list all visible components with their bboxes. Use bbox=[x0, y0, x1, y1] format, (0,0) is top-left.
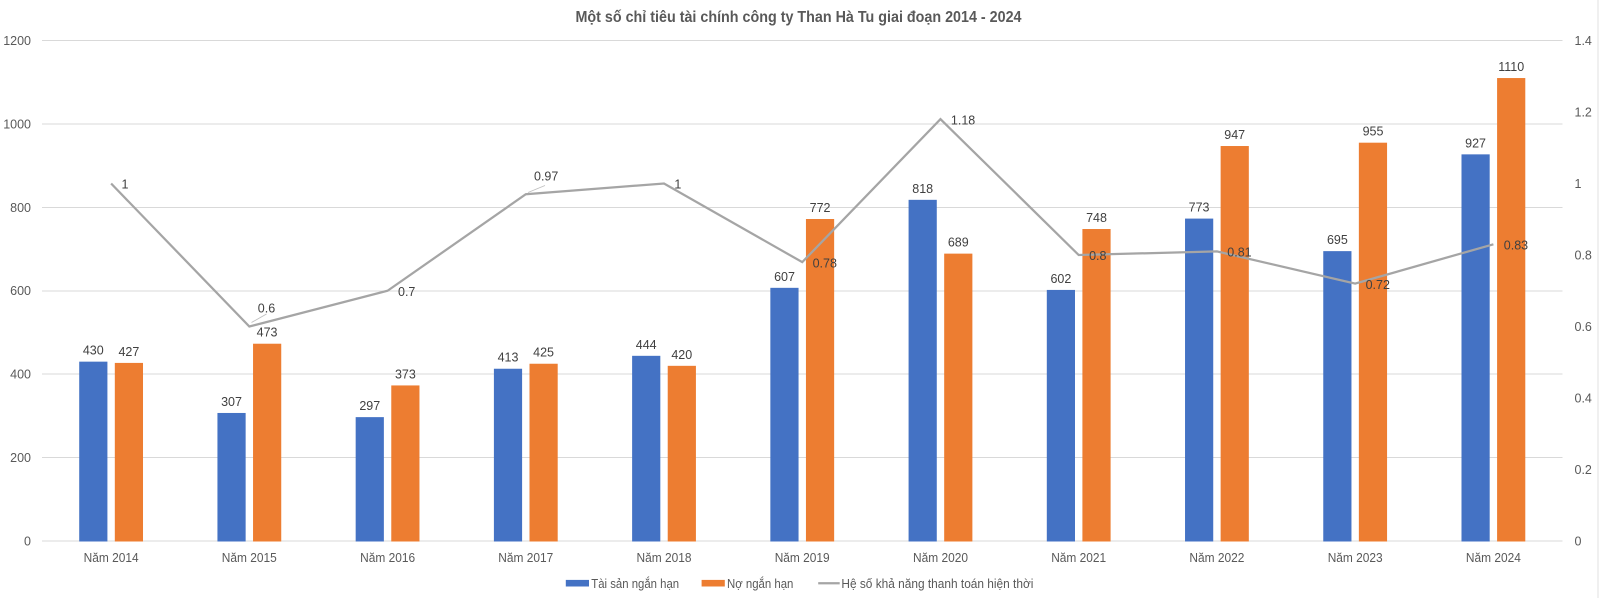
svg-text:307: 307 bbox=[221, 395, 242, 409]
svg-text:0.8: 0.8 bbox=[1089, 249, 1106, 263]
svg-text:1110: 1110 bbox=[1498, 60, 1524, 74]
svg-text:695: 695 bbox=[1327, 233, 1348, 247]
svg-text:425: 425 bbox=[533, 346, 554, 360]
svg-text:473: 473 bbox=[257, 326, 278, 340]
svg-text:Tài sản ngắn hạn: Tài sản ngắn hạn bbox=[591, 576, 679, 591]
svg-text:748: 748 bbox=[1086, 211, 1107, 225]
svg-text:689: 689 bbox=[948, 236, 969, 250]
svg-text:1: 1 bbox=[1575, 177, 1582, 191]
svg-text:0.78: 0.78 bbox=[813, 256, 837, 270]
svg-text:420: 420 bbox=[671, 348, 692, 362]
svg-text:1.4: 1.4 bbox=[1575, 34, 1592, 48]
svg-text:955: 955 bbox=[1363, 125, 1384, 139]
svg-text:Năm 2024: Năm 2024 bbox=[1466, 551, 1521, 565]
svg-text:Nợ ngắn hạn: Nợ ngắn hạn bbox=[727, 576, 793, 591]
svg-text:1.2: 1.2 bbox=[1575, 106, 1592, 120]
svg-text:0.4: 0.4 bbox=[1575, 392, 1592, 406]
svg-text:Năm 2021: Năm 2021 bbox=[1051, 551, 1106, 565]
svg-text:297: 297 bbox=[359, 399, 380, 413]
svg-text:0.8: 0.8 bbox=[1575, 249, 1592, 263]
svg-text:0: 0 bbox=[24, 535, 31, 549]
svg-text:0.7: 0.7 bbox=[398, 285, 415, 299]
svg-text:430: 430 bbox=[83, 344, 104, 358]
svg-text:0.72: 0.72 bbox=[1366, 278, 1390, 292]
svg-text:Năm 2019: Năm 2019 bbox=[775, 551, 830, 565]
svg-text:Hệ số khả năng thanh toán hiện: Hệ số khả năng thanh toán hiện thời bbox=[841, 577, 1033, 591]
svg-text:947: 947 bbox=[1224, 128, 1245, 142]
svg-text:800: 800 bbox=[10, 201, 31, 215]
svg-text:0.6: 0.6 bbox=[258, 302, 275, 316]
svg-text:Năm 2016: Năm 2016 bbox=[360, 551, 415, 565]
svg-text:0.6: 0.6 bbox=[1575, 320, 1592, 334]
svg-text:400: 400 bbox=[10, 368, 31, 382]
svg-text:927: 927 bbox=[1465, 136, 1486, 150]
svg-text:607: 607 bbox=[774, 270, 795, 284]
svg-text:373: 373 bbox=[395, 367, 416, 381]
svg-text:200: 200 bbox=[10, 451, 31, 465]
svg-text:444: 444 bbox=[636, 338, 657, 352]
svg-text:0: 0 bbox=[1575, 535, 1582, 549]
svg-text:Năm 2014: Năm 2014 bbox=[84, 551, 139, 565]
svg-text:0.83: 0.83 bbox=[1504, 239, 1528, 253]
svg-text:427: 427 bbox=[118, 345, 139, 359]
svg-text:1200: 1200 bbox=[3, 34, 31, 48]
svg-text:0.81: 0.81 bbox=[1227, 246, 1251, 260]
svg-text:Năm 2020: Năm 2020 bbox=[913, 551, 968, 565]
svg-text:Năm 2015: Năm 2015 bbox=[222, 551, 277, 565]
svg-text:1000: 1000 bbox=[3, 117, 31, 131]
svg-text:Năm 2017: Năm 2017 bbox=[498, 551, 553, 565]
svg-text:Năm 2023: Năm 2023 bbox=[1328, 551, 1383, 565]
svg-text:773: 773 bbox=[1189, 201, 1210, 215]
svg-text:413: 413 bbox=[498, 351, 519, 365]
svg-text:1: 1 bbox=[674, 178, 681, 192]
svg-text:602: 602 bbox=[1050, 272, 1071, 286]
svg-text:0.97: 0.97 bbox=[534, 170, 558, 184]
svg-text:1.18: 1.18 bbox=[951, 113, 975, 127]
svg-text:1: 1 bbox=[122, 178, 129, 192]
svg-text:818: 818 bbox=[912, 182, 933, 196]
svg-text:Năm 2018: Năm 2018 bbox=[637, 551, 692, 565]
svg-text:772: 772 bbox=[810, 201, 831, 215]
svg-text:Một số chỉ tiêu tài chính công: Một số chỉ tiêu tài chính công ty Than H… bbox=[576, 9, 1022, 26]
svg-text:0.2: 0.2 bbox=[1575, 463, 1592, 477]
svg-text:Năm 2022: Năm 2022 bbox=[1189, 551, 1244, 565]
svg-text:600: 600 bbox=[10, 284, 31, 298]
